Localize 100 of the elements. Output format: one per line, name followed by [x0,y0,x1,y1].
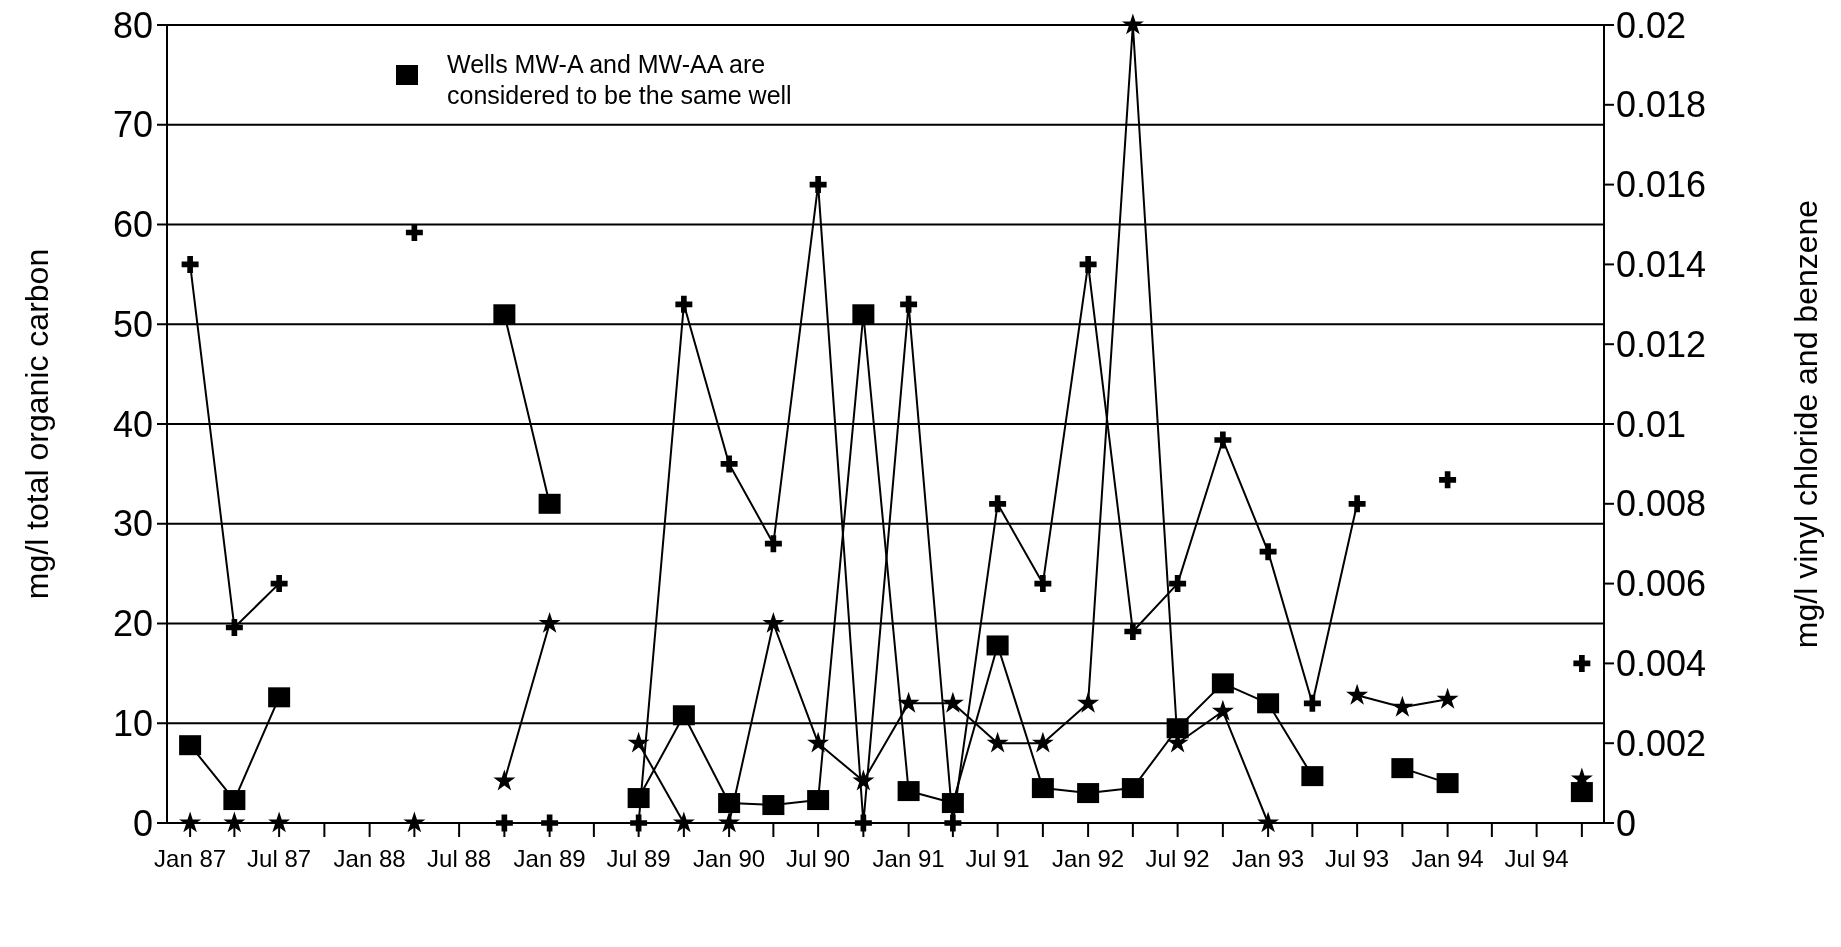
point [718,811,741,833]
point [718,793,741,814]
x-tick-label: Jan 90 [693,845,766,872]
point [1211,673,1234,694]
x-tick-label: Jan 91 [872,845,945,872]
y2-tick-label: 0.014 [1616,244,1707,285]
point [900,295,918,313]
point [179,735,202,756]
point [1257,811,1280,833]
point [720,455,738,473]
point [179,811,202,833]
y-tick-label: 20 [112,603,153,645]
point [764,535,782,553]
point [223,811,246,833]
y2-tick-label: 0.002 [1616,722,1707,764]
point [989,495,1007,513]
point [270,575,288,593]
point [809,176,827,194]
point [1169,575,1187,593]
y-tick-label: 70 [112,104,153,146]
point [1214,431,1232,449]
x-tick-label: Jan 93 [1232,845,1305,872]
y2-tick-label: 0.004 [1616,643,1707,684]
y-tick-label: 50 [112,303,153,345]
point [1124,622,1142,640]
point [672,705,695,726]
point [225,619,243,636]
point [538,493,561,514]
point [944,814,962,832]
y2-tick-label: 0.01 [1616,403,1687,445]
point [852,304,875,325]
point [1436,773,1459,794]
x-tick-label: Jul 92 [1145,845,1210,872]
point [541,814,559,832]
point [493,304,516,325]
x-tick-label: Jul 89 [606,845,671,872]
legend-label: Wells MW-A and MW-AA are considered to be the same well [447,49,792,109]
y-tick-label: 60 [112,204,153,246]
point [1570,782,1593,803]
point [1436,687,1459,709]
y-tick-label: 40 [112,403,153,445]
point [268,687,291,708]
point [627,731,650,753]
point [630,814,648,832]
x-tick-label: Jul 88 [427,845,492,872]
point [675,295,693,313]
point [1079,255,1097,273]
point [627,788,650,809]
x-tick-label: Jul 87 [247,845,312,872]
point [1077,691,1100,713]
point [405,223,423,241]
point [1034,575,1052,593]
point [1257,693,1280,714]
point [897,781,920,802]
point [223,790,246,811]
point [1391,695,1414,717]
x-tick-label: Jul 93 [1325,845,1390,872]
y2-tick-label: 0.016 [1616,164,1707,206]
y2-tick-label: 0.008 [1616,483,1707,525]
y-tick-label: 80 [112,4,153,46]
point [986,635,1009,656]
point [1439,471,1457,489]
x-tick-label: Jul 90 [786,845,851,872]
point [403,811,426,833]
point [672,811,695,833]
point [1348,495,1366,513]
point [941,691,964,713]
point [1077,783,1100,804]
point [807,731,830,753]
point [495,814,513,832]
y2-axis-title: mg/l vinyl chloride and benzene [1788,199,1824,649]
x-tick-label: Jul 94 [1504,845,1569,872]
x-tick-label: Jan 89 [513,845,586,872]
x-tick-label: Jan 88 [333,845,406,872]
point [852,769,875,791]
point [181,255,199,273]
x-tick-label: Jan 87 [154,845,227,872]
x-tick-label: Jan 94 [1411,845,1484,872]
y-axis-title: mg/l total organic carbon [19,248,55,600]
point [1301,766,1324,787]
point [986,731,1009,753]
y2-tick-label: 0.018 [1616,84,1707,126]
point [1259,543,1277,561]
point [762,611,785,633]
point [807,790,830,811]
x-tick-label: Jul 91 [965,845,1030,872]
point [1211,699,1234,721]
point [538,611,561,633]
y2-tick-label: 0.012 [1616,323,1707,365]
point [1121,778,1144,799]
point [1303,694,1321,712]
y-tick-label: 30 [112,503,153,545]
point [854,814,872,832]
point [1121,13,1144,35]
point [1031,778,1054,799]
y2-tick-label: 0.006 [1616,563,1707,605]
point [268,811,291,833]
y-tick-label: 0 [132,802,153,844]
y-tick-label: 10 [112,702,153,744]
y2-tick-label: 0 [1616,802,1637,844]
